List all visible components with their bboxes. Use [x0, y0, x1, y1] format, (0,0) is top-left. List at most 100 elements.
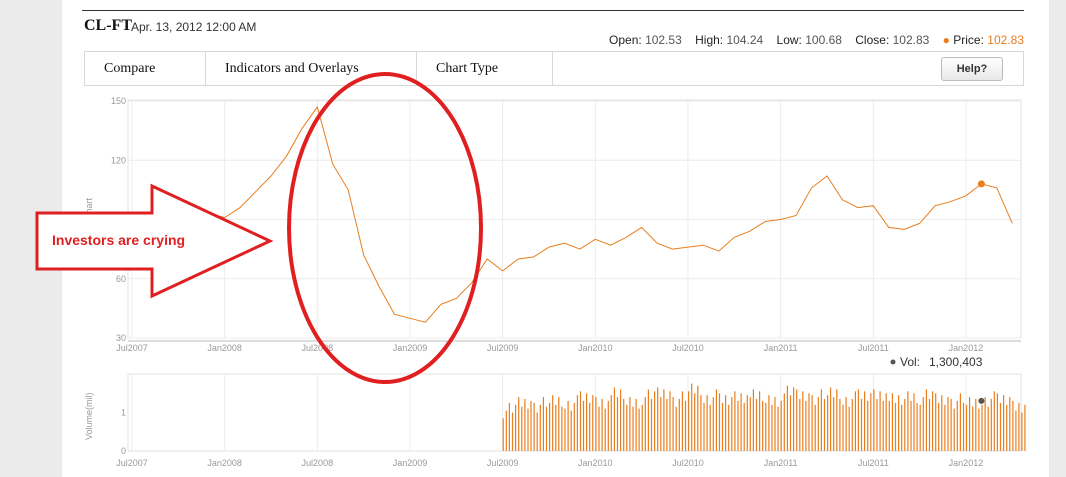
volume-bar: [746, 395, 748, 451]
volume-bar: [709, 404, 711, 451]
volume-bar: [851, 399, 853, 451]
price-label: Price:: [953, 33, 984, 47]
indicators-overlays-button[interactable]: Indicators and Overlays: [206, 52, 417, 85]
price-y-axis-label: Chart: [84, 197, 94, 220]
volume-x-axis: Jul2007 Jan2008 Jul2008 Jan2009 Jul2009 Jan20…: [116, 458, 983, 468]
price-y-tick-label: 30: [116, 333, 126, 343]
price-y-tick-label: 120: [111, 155, 126, 165]
volume-bar: [1003, 395, 1005, 451]
volume-x-tick-label: Jul2007: [116, 458, 148, 468]
volume-bar: [567, 400, 569, 451]
volume-bar: [894, 402, 897, 451]
volume-bar: [765, 402, 767, 451]
volume-bar: [620, 389, 622, 451]
volume-bar: [703, 402, 705, 451]
volume-bar: [592, 395, 594, 451]
volume-bar: [987, 406, 989, 451]
volume-bar: [1012, 400, 1014, 451]
volume-bar: [672, 397, 674, 451]
volume-bar: [697, 385, 699, 451]
volume-bar: [786, 385, 788, 451]
price-x-tick-label: Jan2008: [207, 343, 242, 353]
volume-bar: [623, 399, 625, 451]
volume-x-tick-label: Jul2010: [672, 458, 704, 468]
volume-bars: [502, 383, 1026, 452]
volume-bar: [962, 402, 965, 451]
volume-bar: [530, 400, 532, 451]
volume-bar: [688, 391, 690, 451]
volume-bar: [854, 391, 856, 451]
volume-bar: [848, 406, 850, 451]
volume-bar: [752, 389, 754, 451]
volume-bar: [1024, 404, 1026, 451]
volume-bar: [743, 402, 745, 451]
price-current-marker[interactable]: [977, 180, 985, 188]
volume-bar: [768, 395, 770, 451]
volume-bar: [613, 387, 615, 451]
volume-bar: [737, 400, 739, 451]
volume-value: 1,300,403: [929, 355, 983, 369]
volume-bar: [759, 391, 761, 451]
volume-bar: [799, 399, 801, 451]
volume-bar: [582, 400, 585, 451]
volume-bar: [808, 393, 810, 452]
price-x-tick-label: Jan2009: [393, 343, 428, 353]
high-label: High:: [695, 33, 724, 47]
volume-bar: [938, 402, 940, 451]
price-x-tick-label: Jul2011: [858, 343, 889, 353]
volume-bar: [990, 399, 992, 451]
volume-bar: [607, 400, 609, 451]
volume-bar: [564, 408, 566, 451]
volume-bar: [953, 408, 955, 451]
volume-bar: [545, 406, 548, 451]
volume-label: Vol:: [900, 355, 920, 369]
volume-bar: [888, 400, 890, 451]
volume-bar: [725, 395, 727, 451]
volume-bar: [579, 391, 582, 451]
price-x-tick-label: Jan2010: [578, 343, 613, 353]
volume-bar: [993, 391, 995, 451]
annotation-circle: [287, 72, 483, 384]
volume-bar: [632, 406, 634, 451]
volume-bar: [669, 391, 671, 451]
volume-bar: [981, 404, 983, 451]
volume-bar: [518, 397, 520, 451]
volume-bar: [700, 395, 702, 451]
volume-bar: [941, 395, 943, 451]
volume-bar: [793, 387, 795, 451]
volume-bar: [956, 400, 958, 451]
volume-bar: [814, 404, 816, 451]
chart-toolbar: Compare Indicators and Overlays Chart Ty…: [84, 51, 1024, 86]
chart-type-button[interactable]: Chart Type: [417, 52, 553, 85]
volume-bar: [647, 389, 649, 451]
low-label: Low:: [776, 33, 802, 47]
price-y-tick-label: 60: [116, 274, 126, 284]
volume-bar: [657, 387, 659, 451]
volume-bar: [734, 391, 736, 451]
price-x-tick-label: Jan2012: [949, 343, 984, 353]
volume-bar: [978, 408, 980, 451]
volume-bar: [774, 397, 776, 451]
volume-bar: [947, 397, 949, 451]
volume-bar: [521, 406, 523, 451]
volume-bar: [864, 391, 866, 451]
volume-current-marker[interactable]: [978, 397, 985, 404]
volume-bar: [712, 397, 714, 451]
volume-bar: [629, 397, 631, 451]
volume-bar: [901, 404, 903, 451]
price-x-axis: Jul2007 Jan2008 Jul2008 Jan2009 Jul2009 Jan20…: [116, 343, 983, 353]
volume-bar: [570, 410, 572, 451]
volume-bar: [969, 397, 971, 451]
compare-button[interactable]: Compare: [85, 52, 206, 85]
help-button[interactable]: Help?: [941, 57, 1003, 81]
volume-bar: [932, 391, 934, 451]
high-value: 104.24: [726, 33, 764, 47]
price-value: 102.83: [987, 33, 1024, 47]
volume-bar: [944, 404, 946, 451]
volume-bar: [604, 408, 606, 451]
volume-bar: [913, 393, 915, 452]
volume-bar: [595, 397, 597, 451]
volume-bar: [610, 395, 612, 451]
volume-bar: [654, 391, 656, 451]
